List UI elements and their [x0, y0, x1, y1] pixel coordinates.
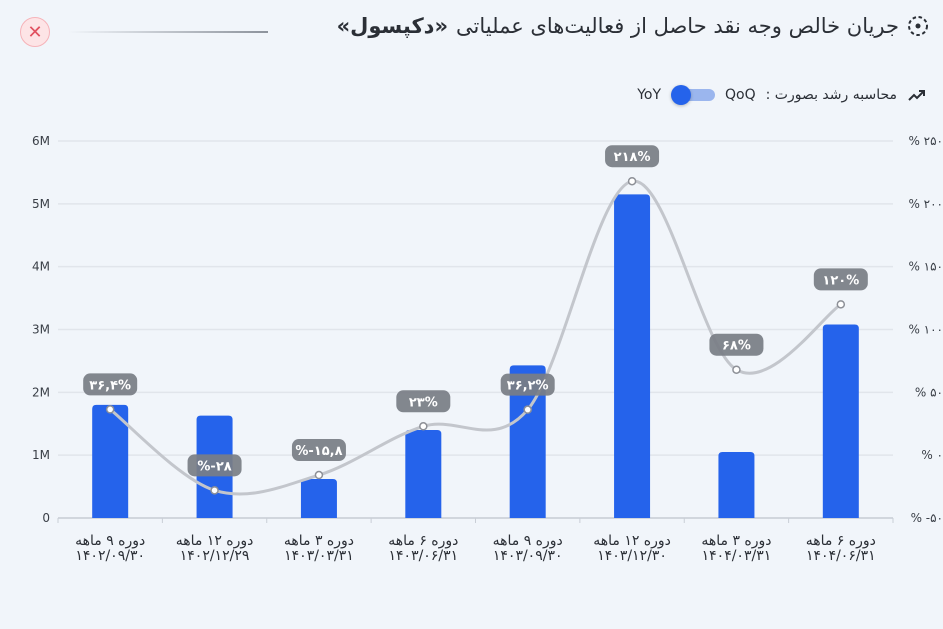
growth-label: %-۲۸	[197, 459, 231, 474]
y-tick-label: 4M	[32, 260, 50, 274]
x-tick-label: دوره ۱۲ ماهه	[593, 533, 671, 549]
bar	[822, 324, 859, 518]
trend-up-icon	[908, 90, 925, 101]
x-tick-date: ۱۴۰۴/۰۳/۳۱	[702, 548, 772, 564]
x-tick-label: دوره ۹ ماهه	[493, 533, 563, 549]
growth-point	[732, 365, 741, 374]
growth-switch[interactable]	[671, 85, 715, 105]
x-tick-label: دوره ۱۲ ماهه	[176, 533, 254, 549]
x-tick-date: ۱۴۰۳/۰۹/۳۰	[493, 548, 563, 564]
y2-tick-label: % ۵۰	[915, 385, 943, 399]
growth-mode-toggle: محاسبه رشد بصورت : QoQ YoY	[637, 85, 927, 105]
bar	[92, 404, 129, 518]
y2-tick-label: % ۲۰۰	[908, 197, 943, 211]
growth-label: ۲۱۸%	[614, 150, 651, 165]
y2-tick-label: % ۱۰۰	[908, 323, 943, 337]
y-tick-label: 3M	[32, 323, 50, 337]
growth-point	[419, 422, 428, 431]
growth-label: %-۱۵,۸	[295, 444, 342, 459]
growth-label: ۳۶,۲%	[507, 379, 549, 394]
growth-point	[627, 176, 637, 186]
x-tick-date: ۱۴۰۲/۱۲/۲۹	[180, 548, 250, 564]
chart-title: جریان خالص وجه نقد حاصل از فعالیت‌های عم…	[337, 14, 929, 38]
growth-point	[210, 486, 219, 495]
close-icon: ✕	[27, 21, 43, 43]
close-button[interactable]: ✕	[20, 17, 50, 47]
growth-badge	[291, 439, 346, 462]
y2-tick-label: % ۰	[921, 448, 943, 462]
y2-tick-label: % ۱۵۰	[908, 260, 943, 274]
switch-knob	[671, 85, 691, 105]
y-tick-label: 1M	[32, 448, 50, 462]
growth-point	[836, 300, 846, 309]
growth-point	[314, 470, 324, 480]
x-tick-label: دوره ۳ ماهه	[701, 533, 771, 549]
toggle-label: محاسبه رشد بصورت :	[765, 87, 897, 103]
dashed-circle-icon	[908, 16, 928, 36]
bar	[614, 194, 651, 519]
company-name: «دکپسول»	[336, 14, 449, 38]
y-tick-label: 6M	[32, 134, 50, 148]
growth-badge	[813, 268, 868, 291]
y-tick-label: 0	[42, 511, 50, 525]
y2-tick-label: % ۲۵۰	[908, 134, 943, 148]
x-tick-date: ۱۴۰۳/۰۶/۳۱	[389, 548, 459, 564]
growth-label: ۲۳%	[409, 395, 438, 410]
growth-point	[523, 405, 532, 414]
qoq-option[interactable]: QoQ	[725, 87, 756, 103]
x-tick-label: دوره ۳ ماهه	[284, 533, 354, 549]
y-tick-label: 2M	[32, 385, 50, 399]
x-tick-date: ۱۴۰۲/۰۹/۳۰	[75, 548, 145, 564]
growth-badge	[83, 373, 138, 396]
x-tick-date: ۱۴۰۳/۱۲/۳۰	[597, 548, 667, 564]
bar	[509, 365, 546, 518]
growth-badge	[187, 454, 242, 477]
growth-badge	[605, 145, 660, 168]
growth-badge	[500, 373, 555, 396]
bar	[405, 430, 442, 518]
bar	[718, 452, 755, 518]
growth-badge	[396, 390, 451, 413]
x-tick-label: دوره ۶ ماهه	[388, 533, 458, 549]
x-tick-date: ۱۴۰۴/۰۶/۳۱	[806, 548, 876, 564]
x-tick-date: ۱۴۰۳/۰۳/۳۱	[284, 548, 354, 564]
growth-point	[105, 405, 115, 414]
x-tick-label: دوره ۶ ماهه	[806, 533, 876, 549]
x-tick-label: دوره ۹ ماهه	[75, 533, 145, 549]
bar	[300, 479, 337, 518]
growth-badge	[709, 333, 764, 356]
title-divider	[68, 31, 268, 33]
y-tick-label: 5M	[32, 197, 50, 211]
growth-label: ۱۲۰%	[822, 273, 859, 288]
y2-tick-label: % -۵۰	[911, 511, 943, 525]
yoy-option[interactable]: YoY	[637, 87, 661, 103]
growth-label: ۶۸%	[722, 339, 751, 354]
title-text: جریان خالص وجه نقد حاصل از فعالیت‌های عم…	[456, 14, 899, 38]
growth-label: ۳۶,۴%	[89, 378, 131, 393]
